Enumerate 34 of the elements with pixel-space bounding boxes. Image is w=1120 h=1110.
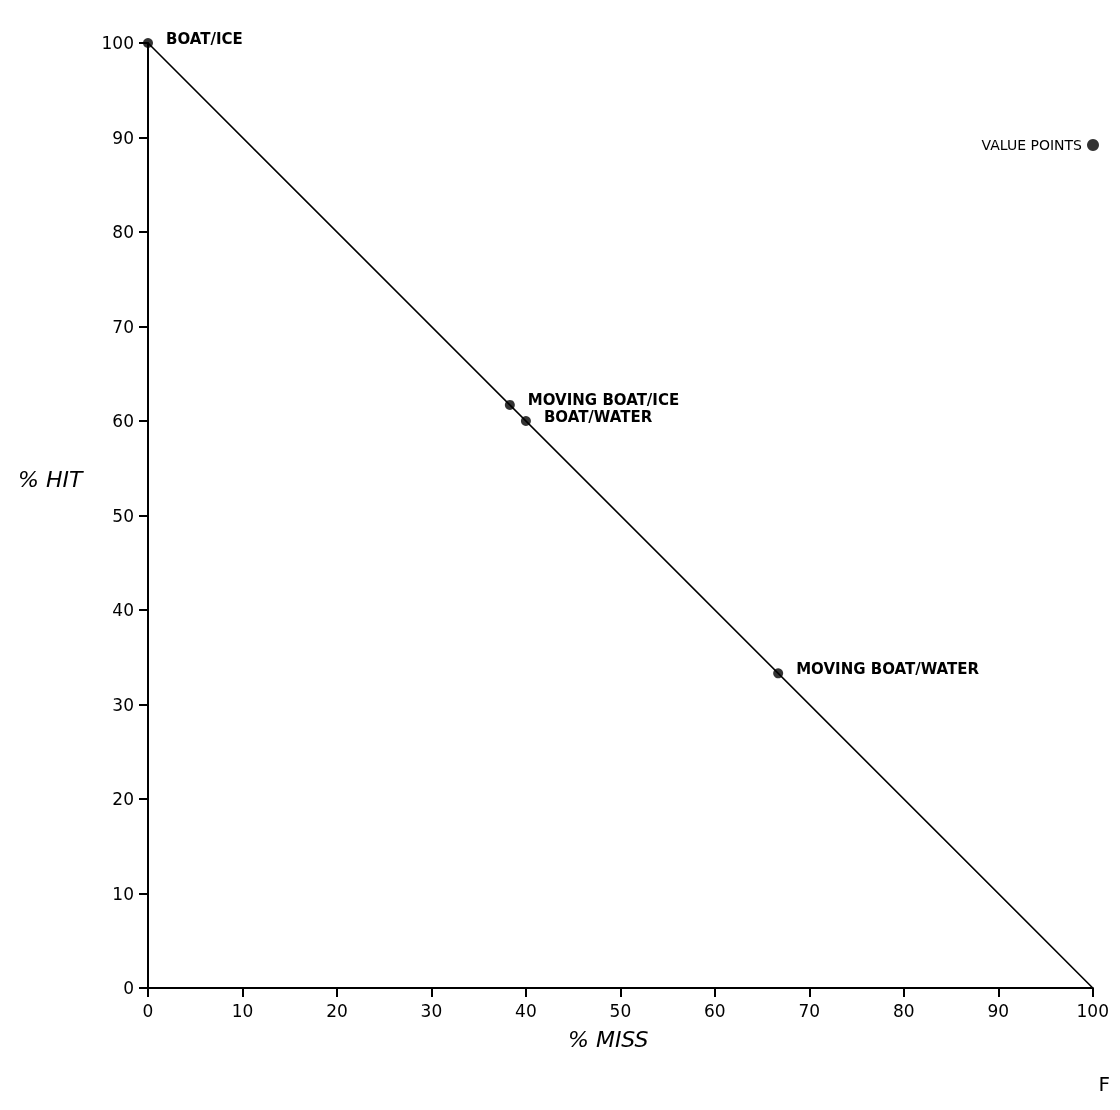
y-tick-label: 60	[112, 411, 134, 431]
text: F	[1098, 1072, 1111, 1096]
y-tick-label: 20	[112, 789, 134, 809]
annotation: BOAT/ICE	[166, 29, 243, 48]
y-tick-label: 50	[112, 505, 134, 526]
x-tick-label: 10	[231, 1000, 254, 1021]
x-tick-label: 70	[798, 1000, 821, 1021]
x-tick-label: 0	[142, 1000, 154, 1021]
point	[143, 38, 153, 48]
x-tick-label: 30	[420, 1000, 443, 1021]
annotation: BOAT/WATER	[543, 407, 653, 426]
y-tick-label: 80	[112, 222, 134, 242]
annotation: MOVING BOAT/WATER	[796, 659, 980, 678]
point	[520, 416, 531, 426]
y-tick-label: 0	[123, 978, 134, 998]
x-tick-label: 80	[893, 1000, 915, 1021]
point	[773, 668, 784, 679]
y-tick-label: 30	[112, 694, 134, 715]
legend-label: VALUE POINTS	[981, 137, 1083, 153]
y-axis-title: % HIT	[18, 466, 84, 492]
x-tick-label: 90	[987, 1000, 1010, 1021]
y-tick-label: 10	[112, 883, 134, 904]
y-tick-label: 90	[112, 127, 134, 148]
x-tick-label: 40	[515, 1000, 537, 1021]
y-tick-label: 70	[112, 316, 134, 337]
y-tick-label: 40	[112, 600, 134, 620]
annotation: MOVING BOAT/ICE	[527, 391, 680, 410]
x-tick-label: 50	[609, 1000, 632, 1021]
x-axis-title: % MISS	[568, 1026, 649, 1052]
x-tick-label: 100	[1076, 1000, 1109, 1021]
x-tick-label: 60	[704, 1000, 726, 1021]
point	[504, 399, 515, 410]
y-tick-label: 100	[101, 33, 134, 53]
x-tick-label: 20	[326, 1000, 348, 1021]
